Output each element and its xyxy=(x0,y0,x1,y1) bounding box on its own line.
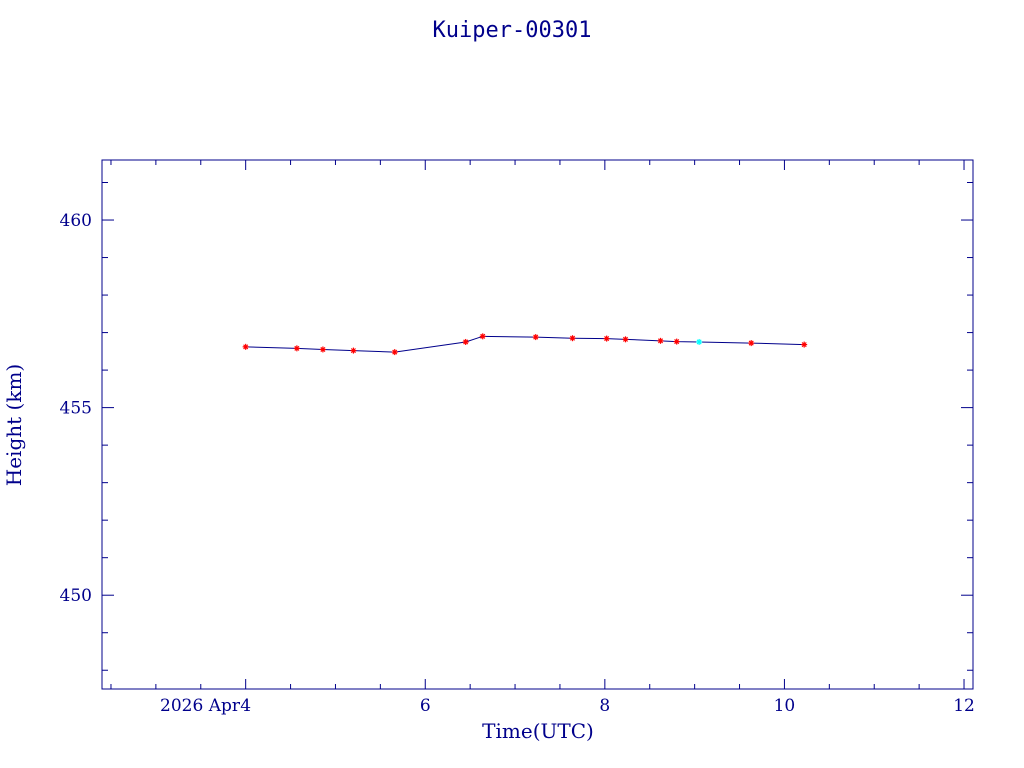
data-point xyxy=(391,349,398,356)
chart-title: Kuiper-00301 xyxy=(433,18,592,43)
axis-tick-labels: 4 6 8 10 12 450 455 460 xyxy=(60,211,975,716)
data-point xyxy=(293,345,300,352)
y-tick-label: 450 xyxy=(60,586,92,606)
y-tick-label: 455 xyxy=(60,399,92,419)
series-group xyxy=(242,333,808,356)
data-point xyxy=(532,334,539,341)
plot-frame xyxy=(101,159,974,690)
x-tick-label: 12 xyxy=(953,696,975,716)
series-line xyxy=(245,335,805,353)
y-tick-label: 460 xyxy=(60,211,92,231)
y-axis-title: Height (km) xyxy=(2,364,26,486)
data-point xyxy=(479,333,486,340)
data-point xyxy=(242,343,249,350)
data-point xyxy=(569,335,576,342)
data-point xyxy=(748,340,755,347)
x-tick-label: 10 xyxy=(774,696,796,716)
data-point xyxy=(350,347,357,354)
data-point xyxy=(673,338,680,345)
data-point xyxy=(622,336,629,343)
x-tick-label: 4 xyxy=(240,696,251,716)
x-date-prefix: 2026 Apr xyxy=(160,696,241,716)
x-axis-title: Time(UTC) xyxy=(482,719,594,743)
data-point xyxy=(603,335,610,342)
highlight-data-point xyxy=(696,338,703,345)
axis-ticks xyxy=(102,160,973,689)
data-point xyxy=(801,341,808,348)
data-point xyxy=(319,346,326,353)
data-point xyxy=(657,337,664,344)
data-point xyxy=(462,338,469,345)
x-tick-label: 6 xyxy=(420,696,431,716)
x-tick-label: 8 xyxy=(599,696,610,716)
